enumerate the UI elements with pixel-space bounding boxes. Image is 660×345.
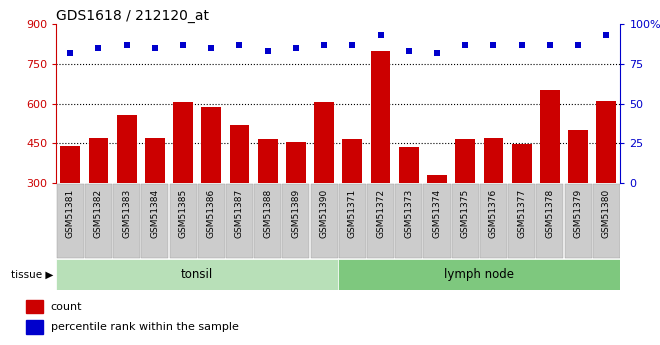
Text: GSM51390: GSM51390 <box>319 189 329 238</box>
Text: GSM51383: GSM51383 <box>122 189 131 238</box>
Point <box>290 45 301 51</box>
Point <box>432 50 442 56</box>
Bar <box>88 138 108 183</box>
Bar <box>286 142 306 183</box>
Text: GSM51387: GSM51387 <box>235 189 244 238</box>
Bar <box>512 145 531 183</box>
Bar <box>201 108 221 183</box>
Point <box>65 50 75 56</box>
Text: GSM51376: GSM51376 <box>489 189 498 238</box>
Text: percentile rank within the sample: percentile rank within the sample <box>51 322 239 332</box>
Bar <box>399 147 418 183</box>
FancyBboxPatch shape <box>113 184 140 258</box>
FancyBboxPatch shape <box>537 184 564 258</box>
Text: GSM51388: GSM51388 <box>263 189 272 238</box>
Bar <box>314 102 334 183</box>
Text: GSM51381: GSM51381 <box>66 189 75 238</box>
Text: tissue ▶: tissue ▶ <box>11 269 53 279</box>
Text: count: count <box>51 302 82 312</box>
FancyBboxPatch shape <box>367 184 394 258</box>
Bar <box>173 102 193 183</box>
Text: GSM51373: GSM51373 <box>405 189 413 238</box>
Bar <box>338 259 620 290</box>
Text: GSM51371: GSM51371 <box>348 189 357 238</box>
FancyBboxPatch shape <box>198 184 225 258</box>
Text: GSM51384: GSM51384 <box>150 189 159 238</box>
Point <box>206 45 216 51</box>
FancyBboxPatch shape <box>339 184 366 258</box>
Text: GSM51379: GSM51379 <box>574 189 583 238</box>
Text: GSM51382: GSM51382 <box>94 189 103 238</box>
Text: GSM51380: GSM51380 <box>602 189 611 238</box>
FancyBboxPatch shape <box>593 184 620 258</box>
Bar <box>568 130 588 183</box>
FancyBboxPatch shape <box>395 184 422 258</box>
Text: GSM51389: GSM51389 <box>292 189 300 238</box>
FancyBboxPatch shape <box>564 184 591 258</box>
Point <box>601 32 612 38</box>
Point <box>234 42 245 48</box>
Point <box>573 42 583 48</box>
Text: GSM51377: GSM51377 <box>517 189 526 238</box>
Text: GSM51386: GSM51386 <box>207 189 216 238</box>
Bar <box>343 139 362 183</box>
Text: lymph node: lymph node <box>444 268 514 281</box>
FancyBboxPatch shape <box>141 184 168 258</box>
Point <box>93 45 104 51</box>
Point <box>488 42 499 48</box>
Bar <box>26 300 44 313</box>
Text: tonsil: tonsil <box>181 268 213 281</box>
FancyBboxPatch shape <box>226 184 253 258</box>
Text: GSM51375: GSM51375 <box>461 189 470 238</box>
Text: GSM51372: GSM51372 <box>376 189 385 238</box>
FancyBboxPatch shape <box>85 184 112 258</box>
Text: GSM51378: GSM51378 <box>545 189 554 238</box>
Point <box>150 45 160 51</box>
Bar <box>427 175 447 183</box>
FancyBboxPatch shape <box>424 184 451 258</box>
Text: GSM51374: GSM51374 <box>432 189 442 238</box>
Bar <box>540 90 560 183</box>
Point <box>544 42 555 48</box>
FancyBboxPatch shape <box>282 184 310 258</box>
Bar <box>258 139 278 183</box>
Point <box>178 42 188 48</box>
Bar <box>26 320 44 334</box>
Text: GDS1618 / 212120_at: GDS1618 / 212120_at <box>56 9 209 23</box>
Bar <box>117 116 137 183</box>
Bar <box>371 51 391 183</box>
FancyBboxPatch shape <box>508 184 535 258</box>
Bar <box>484 138 504 183</box>
Point <box>376 32 386 38</box>
Point <box>121 42 132 48</box>
FancyBboxPatch shape <box>254 184 281 258</box>
Bar <box>455 139 475 183</box>
Point <box>403 48 414 54</box>
FancyBboxPatch shape <box>480 184 507 258</box>
FancyBboxPatch shape <box>57 184 84 258</box>
Point <box>516 42 527 48</box>
Point <box>319 42 329 48</box>
Point <box>347 42 358 48</box>
FancyBboxPatch shape <box>451 184 478 258</box>
Bar <box>56 259 338 290</box>
Bar <box>60 146 80 183</box>
Bar <box>230 125 249 183</box>
Bar <box>145 138 165 183</box>
Text: GSM51385: GSM51385 <box>179 189 187 238</box>
Point <box>460 42 471 48</box>
Bar <box>597 101 616 183</box>
Point <box>263 48 273 54</box>
FancyBboxPatch shape <box>311 184 338 258</box>
FancyBboxPatch shape <box>170 184 197 258</box>
